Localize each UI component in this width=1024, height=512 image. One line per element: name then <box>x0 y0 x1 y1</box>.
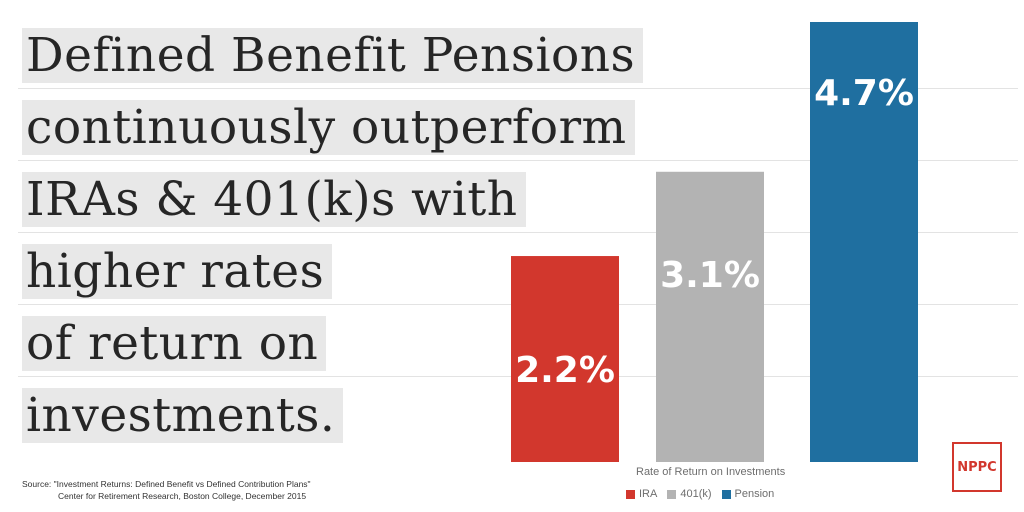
headline-line-1: Defined Benefit Pensions <box>22 28 644 83</box>
legend-label-ira: IRA <box>639 488 658 500</box>
nppc-logo: NPPC <box>952 442 1002 492</box>
legend-item-401k: 401(k) <box>667 488 712 500</box>
source-citation: Source: "Investment Returns: Defined Ben… <box>22 478 311 502</box>
legend-item-ira: IRA <box>626 488 657 500</box>
headline-line-5: of return on <box>22 316 327 371</box>
bar-401k <box>656 171 764 462</box>
legend-swatch-pension <box>721 489 731 499</box>
data-label-401k: 3.1% <box>660 255 760 296</box>
headline-line-4: higher rates <box>22 244 333 299</box>
bar-pension <box>810 22 918 462</box>
source-line-2: Center for Retirement Research, Boston C… <box>58 491 307 501</box>
headline-line-6: investments. <box>22 388 344 443</box>
legend-swatch-401k <box>667 489 677 499</box>
legend: IRA 401(k) Pension <box>626 488 774 500</box>
source-line-1: Source: "Investment Returns: Defined Ben… <box>22 479 311 489</box>
legend-label-pension: Pension <box>734 488 775 500</box>
gridline <box>18 88 1018 89</box>
bar-ira <box>511 256 619 462</box>
chart-title: Rate of Return on Investments <box>636 466 786 478</box>
headline: Defined Benefit Pensions continuously ou… <box>22 20 762 452</box>
data-label-pension: 4.7% <box>814 73 914 114</box>
data-label-ira: 2.2% <box>515 350 615 391</box>
legend-item-pension: Pension <box>721 488 775 500</box>
headline-line-3: IRAs & 401(k)s with <box>22 172 526 227</box>
legend-label-401k: 401(k) <box>680 488 712 500</box>
gridline <box>18 160 1018 161</box>
headline-line-2: continuously outperform <box>22 100 635 155</box>
legend-swatch-ira <box>626 489 635 499</box>
gridline <box>18 232 1018 233</box>
